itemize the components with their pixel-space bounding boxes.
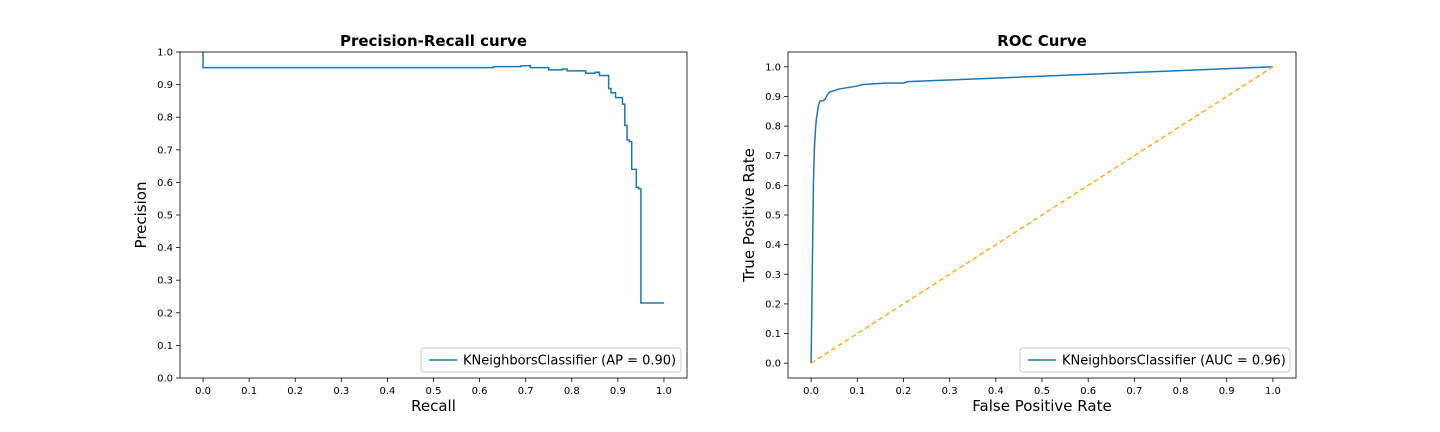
roc-y-tick-label: 0.0 bbox=[765, 359, 781, 370]
pr-x-tick-label: 0.7 bbox=[518, 386, 534, 397]
pr-x-tick-label: 0.0 bbox=[195, 386, 211, 397]
roc-x-tick-label: 0.5 bbox=[1034, 386, 1050, 397]
pr-x-tick-label: 0.1 bbox=[241, 386, 257, 397]
roc-x-tick-label: 1.0 bbox=[1265, 386, 1281, 397]
pr-curve-line bbox=[202, 52, 664, 304]
roc-y-tick-label: 0.5 bbox=[765, 211, 781, 222]
roc-legend-box bbox=[1019, 347, 1291, 373]
pr-y-tick-label: 0.9 bbox=[157, 80, 173, 91]
pr-y-tick-label: 0.0 bbox=[157, 374, 173, 385]
roc-y-axis-label: True Positive Rate bbox=[740, 148, 758, 283]
roc-chart: 0.0 0.1 0.2 0.3 0.4 0.5 0.6 0.7 0.8 0.9 1.0 0.0 0.1 0… bbox=[740, 32, 1297, 415]
pr-y-tick-label: 0.8 bbox=[157, 113, 173, 124]
roc-y-tick-label: 0.9 bbox=[765, 92, 781, 103]
roc-x-tick-label: 0.8 bbox=[1173, 386, 1189, 397]
pr-y-tick-label: 0.6 bbox=[157, 178, 173, 189]
pr-y-tick-label: 1.0 bbox=[157, 48, 173, 59]
pr-y-tick-label: 0.5 bbox=[157, 211, 173, 222]
pr-y-tick-label: 0.1 bbox=[157, 341, 173, 352]
roc-x-tick-label: 0.6 bbox=[1080, 386, 1096, 397]
roc-legend-label: KNeighborsClassifier (AUC = 0.96) bbox=[1062, 354, 1286, 369]
pr-x-axis-label: Recall bbox=[411, 397, 456, 415]
roc-x-tick-label: 0.4 bbox=[988, 386, 1004, 397]
pr-legend-label: KNeighborsClassifier (AP = 0.90) bbox=[463, 354, 676, 369]
pr-chart-title: Precision-Recall curve bbox=[340, 32, 527, 50]
pr-x-tick-label: 0.2 bbox=[287, 386, 303, 397]
roc-y-tick-label: 0.8 bbox=[765, 122, 781, 133]
roc-curve-line bbox=[810, 66, 1273, 364]
roc-x-tick-label: 0.7 bbox=[1126, 386, 1142, 397]
roc-y-tick-label: 0.3 bbox=[765, 270, 781, 281]
pr-x-tick-label: 1.0 bbox=[656, 386, 672, 397]
pr-y-tick-label: 0.7 bbox=[157, 145, 173, 156]
pr-x-tick-label: 0.9 bbox=[610, 386, 626, 397]
roc-y-tick-label: 0.6 bbox=[765, 181, 781, 192]
roc-x-axis-label: False Positive Rate bbox=[972, 397, 1111, 415]
roc-chart-title: ROC Curve bbox=[997, 32, 1087, 50]
roc-x-tick-label: 0.9 bbox=[1219, 386, 1235, 397]
roc-x-tick-label: 0.2 bbox=[896, 386, 912, 397]
roc-y-tick-label: 0.2 bbox=[765, 299, 781, 310]
pr-x-tick-label: 0.3 bbox=[333, 386, 349, 397]
precision-recall-chart: 0.0 0.1 0.2 0.3 0.4 0.5 0.6 0.7 0.8 0.9 1.0 0.0 0.1 0… bbox=[132, 32, 688, 415]
pr-y-tick-label: 0.4 bbox=[157, 243, 173, 254]
pr-y-axis-label: Precision bbox=[132, 182, 150, 249]
pr-legend-box bbox=[420, 347, 682, 373]
pr-x-tick-label: 0.8 bbox=[564, 386, 580, 397]
roc-x-tick-label: 0.1 bbox=[849, 386, 865, 397]
roc-y-tick-label: 0.4 bbox=[765, 240, 781, 251]
roc-legend: KNeighborsClassifier (AUC = 0.96) bbox=[1019, 347, 1291, 373]
pr-y-tick-label: 0.3 bbox=[157, 276, 173, 287]
pr-y-tick-label: 0.2 bbox=[157, 308, 173, 319]
pr-x-tick-label: 0.6 bbox=[472, 386, 488, 397]
roc-x-tick-label: 0.3 bbox=[942, 386, 958, 397]
roc-x-tick-label: 0.0 bbox=[803, 386, 819, 397]
roc-y-tick-label: 1.0 bbox=[765, 62, 781, 73]
roc-y-tick-label: 0.1 bbox=[765, 329, 781, 340]
pr-x-tick-label: 0.4 bbox=[379, 386, 395, 397]
pr-legend: KNeighborsClassifier (AP = 0.90) bbox=[420, 347, 682, 373]
pr-x-tick-label: 0.5 bbox=[426, 386, 442, 397]
roc-chance-line bbox=[810, 66, 1274, 364]
roc-y-tick-label: 0.7 bbox=[765, 151, 781, 162]
